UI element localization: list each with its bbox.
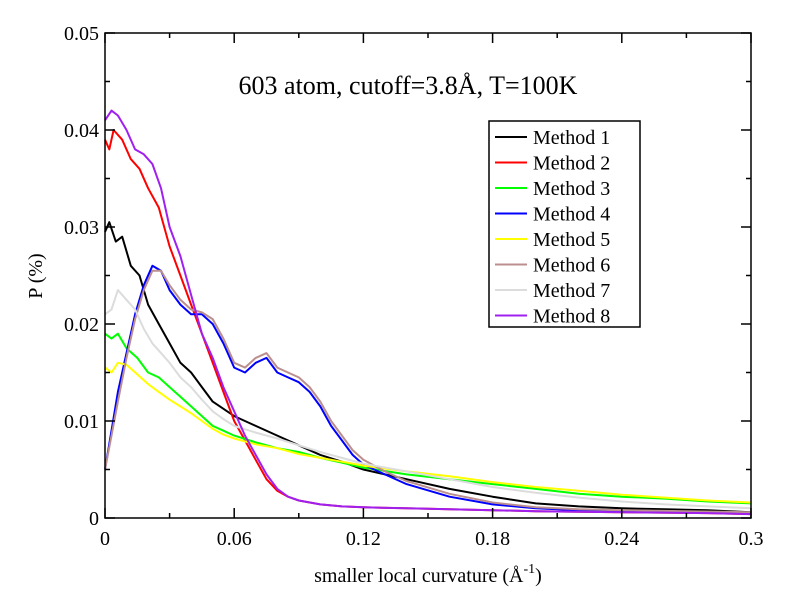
legend-label-method-7: Method 7 bbox=[533, 280, 610, 302]
series-layer bbox=[104, 109, 752, 516]
y-tick-label: 0.02 bbox=[64, 314, 99, 336]
x-tick-label: 0.06 bbox=[217, 528, 252, 550]
y-tick-label: 0.03 bbox=[64, 217, 99, 239]
y-tick-label: 0.01 bbox=[64, 411, 99, 433]
legend-box bbox=[488, 120, 641, 328]
y-tick-label: 0 bbox=[89, 508, 99, 530]
legend-label-method-3: Method 3 bbox=[533, 178, 610, 200]
x-tick-label: 0.18 bbox=[475, 528, 510, 550]
legend-label-method-8: Method 8 bbox=[533, 306, 610, 328]
series-line-method-3 bbox=[104, 332, 752, 505]
legend-label-method-1: Method 1 bbox=[533, 127, 610, 149]
series-line-method-5 bbox=[104, 361, 752, 504]
y-tick-label: 0.05 bbox=[64, 23, 99, 45]
x-axis-label-close: ) bbox=[535, 565, 542, 587]
series-line-method-6 bbox=[104, 269, 752, 514]
legend-label-method-2: Method 2 bbox=[533, 153, 610, 175]
legend-label-method-6: Method 6 bbox=[533, 255, 610, 277]
series-line-method-7 bbox=[104, 289, 752, 510]
x-tick-label: 0.24 bbox=[604, 528, 639, 550]
chart-title: 603 atom, cutoff=3.8Å, T=100K bbox=[239, 71, 578, 100]
x-tick-label: 0 bbox=[100, 528, 110, 550]
series-line-method-4 bbox=[104, 264, 752, 515]
legend: Method 1 Method 2 Method 3 Method 4 Method 5… bbox=[488, 120, 641, 328]
x-axis-label-text: smaller local curvature (Å bbox=[314, 565, 524, 587]
y-axis-label: P (%) bbox=[25, 253, 47, 298]
ticks-layer: 0 0.06 0.12 0.18 0.24 0.3 0 0.01 0.02 0.03 0.04 0.0… bbox=[64, 23, 764, 550]
x-tick-label: 0.12 bbox=[346, 528, 381, 550]
legend-label-method-5: Method 5 bbox=[533, 229, 610, 251]
x-tick-label: 0.3 bbox=[739, 528, 764, 550]
x-axis-label-superscript: -1 bbox=[524, 562, 536, 577]
series-line-method-1 bbox=[104, 221, 752, 514]
x-axis-label: smaller local curvature (Å-1) bbox=[314, 562, 542, 587]
y-tick-label: 0.04 bbox=[64, 120, 99, 142]
series-line-method-8 bbox=[104, 109, 752, 516]
legend-label-method-4: Method 4 bbox=[533, 204, 610, 226]
